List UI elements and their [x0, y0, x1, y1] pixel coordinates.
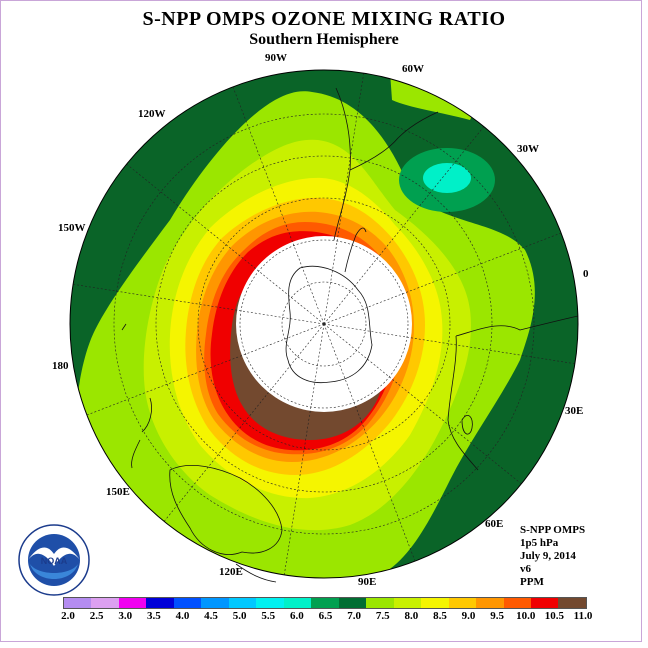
lon-label-60e: 60E: [485, 518, 504, 530]
colorbar-tick-label: 6.5: [318, 610, 333, 622]
info-instrument: S-NPP OMPS: [520, 524, 586, 536]
colorbar-swatch: [146, 598, 174, 608]
lon-label-120e: 120E: [219, 566, 243, 578]
info-version: v6: [520, 563, 531, 575]
colorbar: [63, 597, 587, 609]
colorbar-tick-label: 2.5: [89, 610, 104, 622]
colorbar-swatch: [558, 598, 586, 608]
colorbar-swatch: [338, 598, 367, 608]
lon-label-90e: 90E: [358, 576, 377, 588]
map-boundary: [69, 69, 579, 579]
lon-label-90w: 90W: [265, 52, 287, 64]
colorbar-swatch: [91, 598, 119, 608]
colorbar-swatch: [311, 598, 339, 608]
colorbar-tick-label: 5.5: [261, 610, 276, 622]
colorbar-swatch: [476, 598, 504, 608]
colorbar-swatch: [118, 598, 147, 608]
lon-label-150e: 150E: [106, 486, 130, 498]
info-units: PPM: [520, 576, 544, 588]
coastlines: [121, 87, 579, 583]
colorbar-swatch: [64, 598, 92, 608]
colorbar-swatch: [256, 598, 284, 608]
colorbar-tick-label: 3.5: [146, 610, 161, 622]
colorbar-tick-label: 10.0: [516, 610, 536, 622]
colorbar-swatch: [366, 598, 394, 608]
colorbar-tick-label: 3.0: [118, 610, 133, 622]
product-info: S-NPP OMPS 1p5 hPa July 9, 2014 v6 PPM: [520, 524, 585, 589]
colorbar-swatch: [283, 598, 312, 608]
lon-label-60w: 60W: [402, 63, 424, 75]
blob-cyan: [423, 163, 471, 193]
lon-label-150w: 150W: [58, 222, 86, 234]
colorbar-tick-label: 8.5: [433, 610, 447, 622]
colorbar-swatch: [201, 598, 229, 608]
colorbar-tick-label: 5.0: [232, 610, 247, 622]
colorbar-tick-label: 7.0: [347, 610, 361, 622]
lon-label-120w: 120W: [138, 108, 166, 120]
lon-label-30w: 30W: [517, 143, 539, 155]
colorbar-tick-label: 6.0: [290, 610, 304, 622]
lon-label-180: 180: [52, 360, 69, 372]
colorbar-tick-label: 9.5: [490, 610, 505, 622]
colorbar-tick-label: 10.5: [544, 610, 564, 622]
colorbar-tick-label: 8.0: [404, 610, 419, 622]
map-title: S-NPP OMPS OZONE MIXING RATIO: [142, 8, 506, 30]
colorbar-swatch: [421, 598, 449, 608]
map-subtitle: Southern Hemisphere: [249, 31, 399, 48]
colorbar-swatch: [173, 598, 202, 608]
colorbar-tick-label: 9.0: [461, 610, 476, 622]
info-date: July 9, 2014: [520, 550, 576, 562]
colorbar-swatch: [393, 598, 422, 608]
lon-label-0: 0: [583, 268, 589, 280]
colorbar-tick-label: 4.5: [204, 610, 218, 622]
colorbar-swatch: [448, 598, 477, 608]
colorbar-swatch: [228, 598, 257, 608]
latitude-circles: [113, 113, 535, 535]
info-level: 1p5 hPa: [520, 537, 559, 549]
colorbar-swatch: [530, 598, 559, 608]
noaa-logo-text: NOAA: [41, 556, 68, 566]
lon-label-30e: 30E: [565, 405, 584, 417]
colorbar-tick-label: 11.0: [573, 610, 593, 622]
colorbar-tick-label: 7.5: [375, 610, 390, 622]
colorbar-tick-label: 2.0: [61, 610, 75, 622]
noaa-logo: NOAA: [18, 524, 90, 596]
colorbar-ticks: 2.0 2.5 3.0 3.5 4.0 4.5 5.0 5.5 6.0 6.5 7.0 7.5 8.0 8…: [0, 610, 648, 624]
colorbar-swatch: [503, 598, 531, 608]
colorbar-tick-label: 4.0: [175, 610, 190, 622]
